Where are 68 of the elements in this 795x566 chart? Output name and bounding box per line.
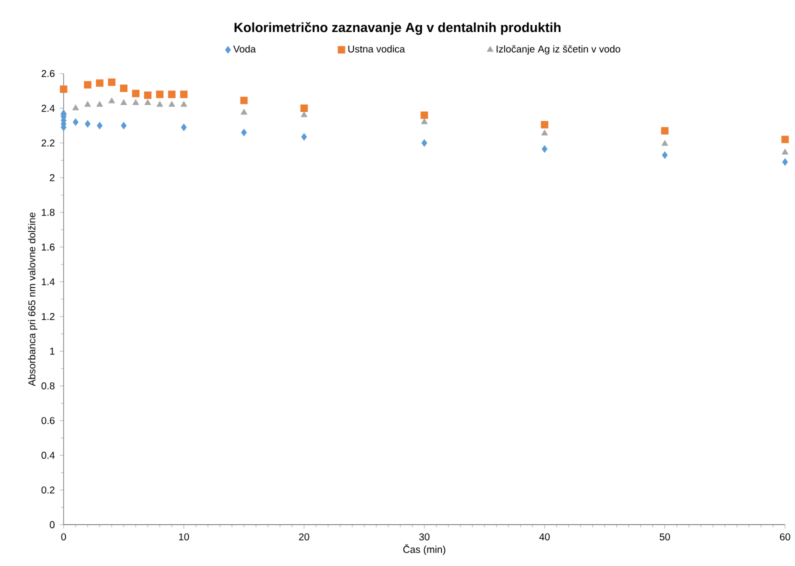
point [72, 118, 78, 126]
point [60, 85, 68, 93]
point [96, 79, 104, 87]
point [542, 145, 548, 153]
point [168, 100, 176, 107]
point [240, 96, 248, 104]
point [144, 99, 152, 105]
point [420, 111, 428, 119]
y-tick-label: 0.6 [42, 416, 55, 424]
point [301, 132, 307, 140]
point [180, 90, 188, 98]
point [132, 99, 139, 105]
point [144, 91, 152, 99]
y-tick-label: 1.4 [42, 278, 55, 285]
y-tick-label: 2 [50, 174, 54, 181]
point [96, 122, 103, 130]
point [661, 126, 669, 134]
legend-label: Izločanje Ag iz ščetin v vodo [496, 44, 620, 54]
point [120, 99, 127, 105]
point [421, 118, 428, 124]
point [120, 122, 127, 130]
point [240, 108, 248, 114]
y-tick-label: 1.6 [42, 243, 55, 250]
y-tick-label: 1.2 [42, 312, 54, 320]
point [108, 97, 115, 104]
chart-title: Kolorimetrično zaznavanje Ag v dentalnih produktih [234, 22, 560, 35]
point [84, 120, 91, 128]
x-tick-label: 0 [61, 533, 66, 540]
y-tick-label: 2.6 [42, 70, 55, 77]
y-tick-label: 0 [50, 520, 55, 528]
y-tick-label: 2.2 [42, 139, 54, 146]
legend-label: Ustna vodica [348, 45, 405, 52]
point [421, 139, 428, 146]
x-tick-label: 40 [539, 533, 550, 540]
point [72, 104, 79, 110]
point [300, 111, 308, 117]
y-tick-label: 0.2 [42, 486, 54, 494]
x-tick-label: 60 [780, 533, 790, 540]
y-tick-label: 1 [50, 348, 54, 354]
point [156, 100, 164, 107]
y-tick-label: 0.8 [42, 382, 55, 390]
point [541, 129, 548, 136]
point [120, 84, 128, 92]
point [662, 151, 668, 159]
x-tick-label: 10 [179, 533, 189, 540]
y-tick-label: 1.8 [42, 208, 55, 216]
point [180, 100, 188, 107]
point [96, 100, 103, 107]
point [108, 78, 116, 86]
point [84, 100, 91, 107]
point [781, 136, 789, 143]
point [300, 104, 308, 112]
point [662, 140, 668, 146]
point [156, 90, 164, 98]
point [132, 90, 140, 97]
point [241, 128, 247, 136]
x-tick-label: 50 [660, 533, 670, 540]
y-tick-label: 2.4 [42, 104, 55, 112]
x-tick-label: 30 [419, 533, 430, 540]
y-axis-title: Absorbanca pri 665 nm valovne dolžine [28, 212, 38, 386]
x-tick-label: 20 [299, 533, 310, 540]
point [540, 120, 548, 128]
legend-label: Voda [233, 45, 256, 52]
point [84, 80, 92, 88]
point [168, 90, 176, 98]
x-axis-title: Čas (min) [403, 544, 446, 555]
y-tick-label: 0.4 [42, 452, 55, 459]
point [181, 123, 187, 131]
